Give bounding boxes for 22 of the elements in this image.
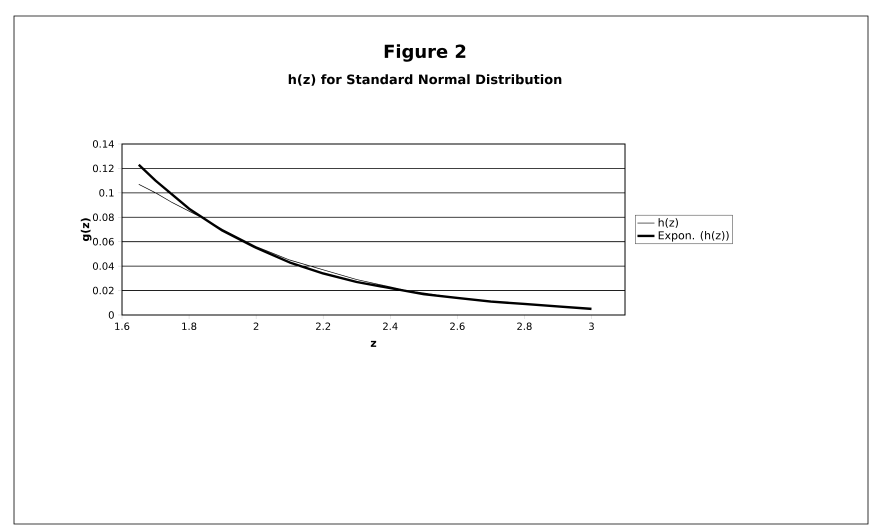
x-tick-label: 2.4 (383, 322, 398, 330)
x-tick-label: 2.8 (517, 322, 532, 330)
y-tick-label: 0.04 (92, 262, 114, 270)
legend-label: h(z) (658, 218, 678, 228)
chart-title: Figure 2 (384, 44, 466, 62)
y-tick-label: 0.08 (92, 213, 114, 222)
x-axis-title: z (370, 340, 376, 347)
x-tick-label: 2 (254, 322, 258, 330)
y-tick-label: 0.1 (99, 189, 114, 197)
y-tick-label: 0.06 (92, 238, 114, 246)
legend-label: Expon. (h(z)) (658, 230, 729, 242)
y-tick-label: 0.14 (92, 140, 114, 148)
chart-subtitle: h(z) for Standard Normal Distribution (288, 74, 562, 86)
x-tick-label: 2.6 (450, 322, 465, 330)
x-tick-label: 1.6 (115, 322, 130, 330)
y-tick-label: 0.12 (92, 164, 114, 172)
y-axis-title: g(z) (80, 218, 92, 242)
y-tick-label: 0.02 (92, 286, 114, 294)
y-tick-label: 0 (108, 311, 114, 319)
x-tick-label: 1.8 (182, 322, 196, 330)
x-tick-label: 2.2 (316, 322, 330, 330)
x-tick-label: 3 (589, 322, 594, 330)
